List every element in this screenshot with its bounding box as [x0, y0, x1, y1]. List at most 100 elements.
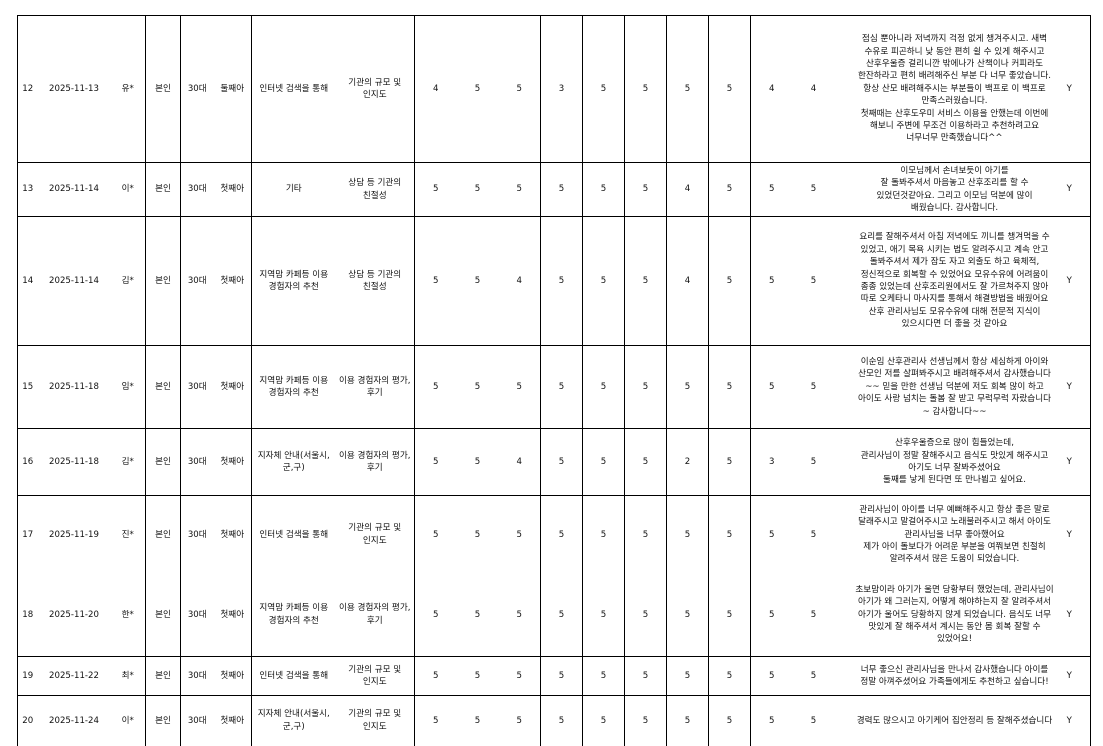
score-cell: 5 — [540, 162, 583, 217]
date-cell: 2025-11-24 — [37, 695, 111, 746]
child-order-cell: 첫째아 — [213, 428, 252, 496]
score-cell: 5 — [498, 656, 541, 696]
age-cell: 30대 — [180, 15, 214, 163]
score-cell: 5 — [456, 495, 499, 574]
score-cell: 5 — [456, 656, 499, 696]
reason-cell: 상담 등 기관의 친절성 — [335, 216, 415, 346]
score-cell: 5 — [498, 695, 541, 746]
channel-cell: 지역맘 카페등 이용 경험자의 추천 — [251, 345, 336, 429]
consent-cell: Y — [1058, 216, 1091, 346]
relation-cell: 본인 — [145, 656, 181, 696]
score-cell: 5 — [624, 573, 667, 657]
score-cell: 5 — [792, 656, 835, 696]
name-cell: 임* — [110, 345, 146, 429]
score-cell: 5 — [666, 573, 709, 657]
channel-cell: 지자체 안내(서울시, 군,구) — [251, 428, 336, 496]
name-cell: 김* — [110, 216, 146, 346]
score-cell: 5 — [516, 609, 522, 620]
score-cell: 5 — [582, 162, 625, 217]
child-order-cell: 첫째아 — [213, 656, 252, 696]
comment-cell: 이순임 산후관리사 선생님께서 항상 세심하게 아이와 산모인 저를 살펴봐주시… — [834, 345, 1059, 429]
score-cell: 5 — [666, 495, 709, 574]
score-cell: 5 — [750, 695, 793, 746]
consent-cell: Y — [1058, 428, 1091, 496]
score-cell: 5 — [582, 15, 625, 163]
comment-cell: 경력도 많으시고 아기케어 집안정리 등 잘해주셨습니다 — [834, 695, 1059, 746]
row-number: 16 — [17, 428, 38, 496]
score-cell: 4 — [666, 162, 709, 217]
score-cell: 5 — [540, 573, 583, 657]
score-cell: 5 — [540, 345, 583, 429]
comment-cell: 요리를 잘해주셔서 아침 저녁에도 끼니를 챙겨먹을 수 있었고, 애기 목욕 … — [834, 216, 1059, 346]
name-cell: 이* — [110, 695, 146, 746]
child-order-cell: 첫째아 — [213, 162, 252, 217]
score-cell: 5 — [414, 428, 457, 496]
score-cell: 5 — [792, 162, 835, 217]
child-order-cell: 둘째아 — [213, 15, 252, 163]
consent-cell: Y — [1058, 573, 1091, 657]
age-cell: 30대 — [180, 495, 214, 574]
consent-cell: Y — [1058, 345, 1091, 429]
survey-table: 12 2025-11-13 유* 본인 30대 둘째아 인터넷 검색을 통해 기관의 규모 및… — [17, 15, 1091, 746]
score-cell: 5 — [582, 216, 625, 346]
row-number: 12 — [17, 15, 38, 163]
score-cell: 5 — [582, 573, 625, 657]
score-cell: 5 — [498, 162, 541, 217]
name-cell: 유* — [110, 15, 146, 163]
child-order-cell: 첫째아 — [213, 695, 252, 746]
age-cell: 30대 — [180, 695, 214, 746]
comment-cell: 점심 뿐아니라 저녁까지 걱정 없게 챙겨주시고. 새벽 수유로 피곤하니 낮 … — [834, 15, 1059, 163]
score-cell: 5 — [792, 495, 835, 574]
table-row: 18 2025-11-20 한* 본인 30대 첫째아 지역맘 카페등 이용 경험자의 추천… — [17, 573, 1091, 657]
score-cell: 5 — [792, 428, 835, 496]
age-cell: 30대 — [180, 656, 214, 696]
age-cell: 30대 — [180, 573, 214, 657]
score-cell: 5 — [498, 345, 541, 429]
score-cell: 5 — [624, 695, 667, 746]
reason-cell: 상담 등 기관의 친절성 — [335, 162, 415, 217]
score-cell: 5 — [750, 656, 793, 696]
score-cell: 4 — [666, 216, 709, 346]
date-cell: 2025-11-22 — [37, 656, 111, 696]
row-number: 18 — [17, 573, 38, 657]
score-cell: 5 — [474, 609, 481, 620]
table-row: 17 2025-11-19 진* 본인 30대 첫째아 인터넷 검색을 통해 기관의 규모 및… — [17, 495, 1091, 574]
relation-cell: 본인 — [145, 495, 181, 574]
reason-cell: 이용 경험자의 평가, 후기 — [339, 603, 411, 626]
row-number: 14 — [17, 216, 38, 346]
relation-cell: 본인 — [145, 428, 181, 496]
score-cell: 5 — [582, 656, 625, 696]
name-cell: 이* — [110, 162, 146, 217]
relation-cell: 본인 — [145, 15, 181, 163]
table-row: 13 2025-11-14 이* 본인 30대 첫째아 기타 상담 등 기관의 친절성 5 5 5 5… — [17, 162, 1091, 217]
age-cell: 30대 — [180, 428, 214, 496]
score-cell: 5 — [540, 695, 583, 746]
date-cell: 2025-11-19 — [37, 495, 111, 574]
relation-cell: 본인 — [145, 216, 181, 346]
score-cell: 5 — [456, 695, 499, 746]
score-cell: 5 — [498, 15, 541, 163]
score-cell: 5 — [750, 573, 793, 657]
age-cell: 30대 — [180, 162, 214, 217]
score-cell: 5 — [414, 656, 457, 696]
score-cell: 5 — [624, 216, 667, 346]
score-cell: 5 — [750, 162, 793, 217]
name-cell: 진* — [110, 495, 146, 574]
table-row: 14 2025-11-14 김* 본인 30대 첫째아 지역맘 카페등 이용 경험자의 추천… — [17, 216, 1091, 346]
reason-cell: 기관의 규모 및 인지도 — [335, 15, 415, 163]
date-cell: 2025-11-20 — [49, 609, 99, 620]
score-cell: 5 — [750, 345, 793, 429]
table-row: 12 2025-11-13 유* 본인 30대 둘째아 인터넷 검색을 통해 기관의 규모 및… — [17, 15, 1091, 163]
child-order-cell: 첫째아 — [213, 495, 252, 574]
channel-cell: 인터넷 검색을 통해 — [251, 15, 336, 163]
score-cell: 5 — [540, 216, 583, 346]
score-cell: 3 — [540, 15, 583, 163]
child-order-cell: 첫째아 — [220, 609, 245, 620]
date-cell: 2025-11-18 — [37, 428, 111, 496]
consent-cell: Y — [1058, 162, 1091, 217]
score-cell: 4 — [498, 428, 541, 496]
name-cell: 최* — [110, 656, 146, 696]
channel-cell: 인터넷 검색을 통해 — [251, 495, 336, 574]
score-cell: 5 — [582, 495, 625, 574]
reason-cell: 기관의 규모 및 인지도 — [335, 695, 415, 746]
